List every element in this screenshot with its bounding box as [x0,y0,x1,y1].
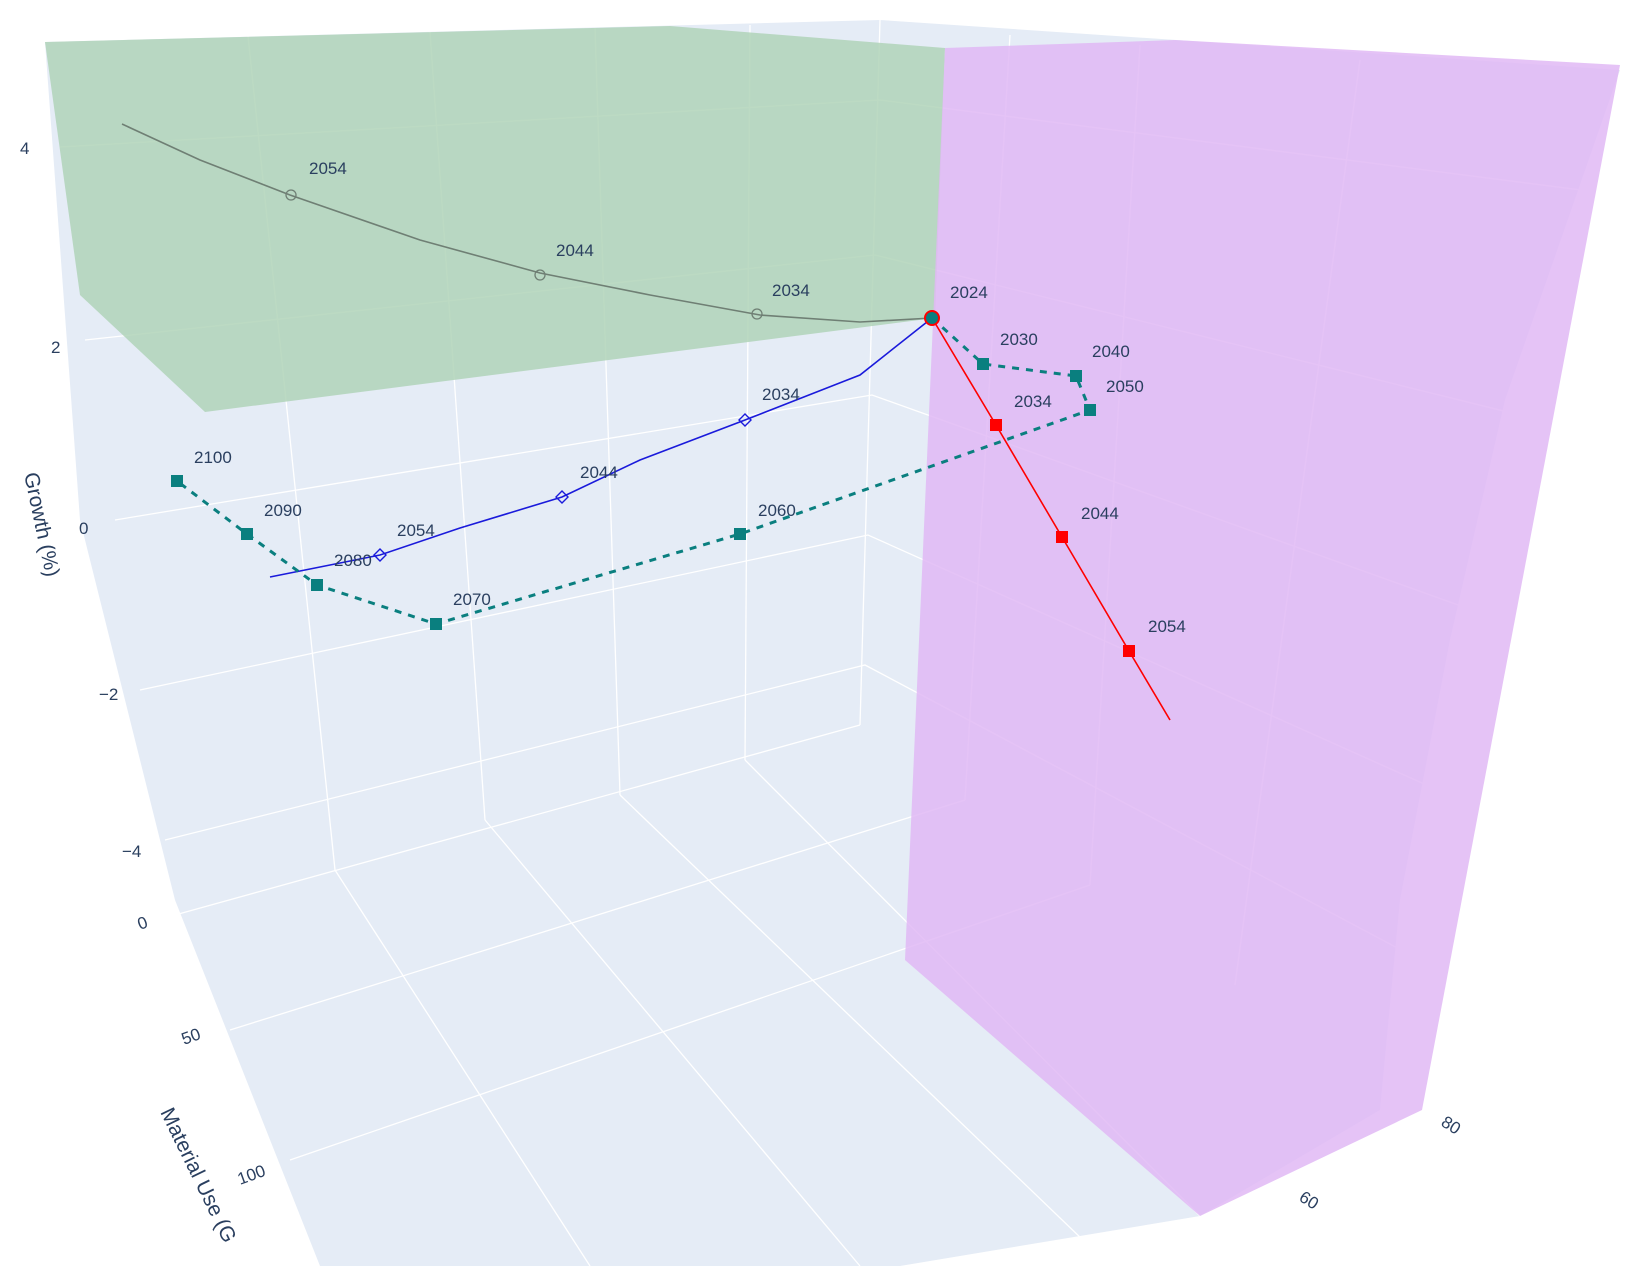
y-tick-label: 2 [51,338,60,357]
point-label-red-2054: 2054 [1148,617,1186,636]
data-point-teal-2030 [977,358,989,370]
purple-plane [905,40,1620,1216]
data-point-teal-2080 [311,579,323,591]
x-tick-label: 100 [235,1161,268,1189]
data-point-teal-2050 [1084,404,1096,416]
data-point-gray-2054 [285,189,297,201]
data-point-teal-2100 [171,475,183,487]
point-label-teal-2090: 2090 [264,501,302,520]
data-point-teal-2090 [241,528,253,540]
y-axis-title: Growth (%) [19,470,64,579]
series-line-gray [121,123,933,323]
data-point-teal-2040 [1070,370,1082,382]
z-tick-label: 60 [1296,1187,1322,1213]
data-point-blue-2054 [373,548,387,562]
data-point-teal-2070 [430,618,442,630]
series-markers [171,189,1135,657]
point-label-blue-2034: 2034 [762,385,800,404]
data-point-red-2034 [990,419,1002,431]
point-label-red-2044: 2044 [1081,504,1119,523]
origin-point [924,310,940,326]
y-tick-label: −4 [122,842,141,861]
y-tick-label: −2 [99,685,118,704]
point-label-blue-2044: 2044 [580,463,618,482]
y-tick-label: 4 [20,139,29,158]
point-label-blue-2054: 2054 [397,521,435,540]
point-label-red-2034: 2034 [1014,392,1052,411]
green-plane [45,26,945,412]
point-label-gray-2034: 2034 [772,281,810,300]
data-point-teal-2060 [734,528,746,540]
point-label-teal-2050: 2050 [1106,377,1144,396]
point-label-gray-2054: 2054 [309,159,347,178]
point-labels: 2024 2034 2044 2054 2034 2044 2054 2034 2044 2054… [194,159,1186,636]
data-point-gray-2034 [751,308,763,320]
x-tick-label: 0 [135,913,150,934]
point-label-teal-2030: 2030 [1000,330,1038,349]
z-tick-label: 80 [1438,1112,1464,1138]
data-point-red-2054 [1123,645,1135,657]
y-tick-label: 0 [79,519,88,538]
data-point-red-2044 [1056,531,1068,543]
point-label-teal-2060: 2060 [758,501,796,520]
data-point-blue-2034 [738,413,752,427]
data-point-blue-2044 [555,490,569,504]
point-label-gray-2024: 2024 [950,283,988,302]
series-line-blue [269,317,933,578]
series-line-teal [176,316,1092,626]
point-label-teal-2070: 2070 [453,590,491,609]
point-label-gray-2044: 2044 [556,241,594,260]
point-label-teal-2040: 2040 [1092,342,1130,361]
point-label-teal-2080: 2080 [334,551,372,570]
point-label-teal-2100: 2100 [194,448,232,467]
planes [45,26,1620,1216]
data-point-gray-2044 [534,269,546,281]
x-axis-title: Material Use (G [156,1104,241,1246]
x-tick-label: 50 [179,1024,203,1048]
